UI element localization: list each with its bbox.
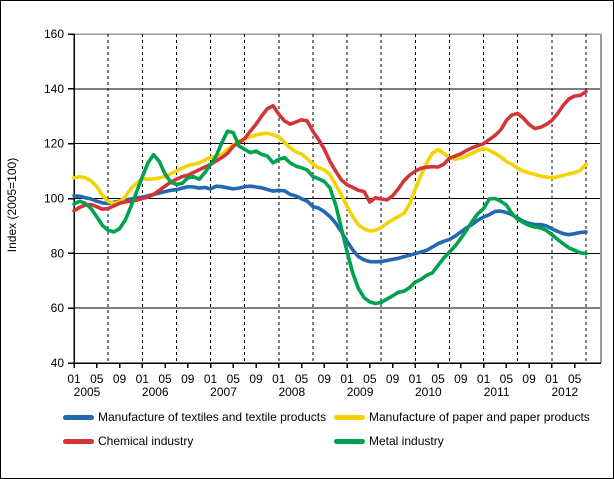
legend-label-chemical: Chemical industry <box>98 434 194 448</box>
x-tick-label: 05 <box>568 372 582 386</box>
x-year-label: 2010 <box>415 385 442 399</box>
legend-item-paper: Manufacture of paper and paper products <box>334 410 590 424</box>
legend-label-textiles: Manufacture of textiles and textile prod… <box>98 410 327 424</box>
x-year-label: 2011 <box>484 385 510 399</box>
x-year-label: 2007 <box>210 385 237 399</box>
x-tick-label: 05 <box>431 372 445 386</box>
y-tick-label: 100 <box>44 192 64 206</box>
x-tick-label: 09 <box>454 372 468 386</box>
legend-label-paper: Manufacture of paper and paper products <box>369 410 590 424</box>
x-year-label: 2005 <box>74 385 101 399</box>
y-tick-label: 160 <box>44 27 64 41</box>
legend-swatch-chemical <box>63 438 94 444</box>
legend-item-textiles: Manufacture of textiles and textile prod… <box>63 410 334 424</box>
x-tick-label: 01 <box>409 372 423 386</box>
x-tick-label: 01 <box>136 372 150 386</box>
x-year-label: 2012 <box>552 385 579 399</box>
x-year-label: 2008 <box>278 385 305 399</box>
x-tick-label: 05 <box>295 372 309 386</box>
x-tick-label: 01 <box>477 372 491 386</box>
series-line-2 <box>72 89 588 213</box>
series-line-0 <box>72 184 588 264</box>
y-tick-label: 60 <box>51 301 65 315</box>
x-tick-label: 01 <box>545 372 559 386</box>
x-tick-label: 01 <box>272 372 286 386</box>
x-tick-label: 01 <box>340 372 354 386</box>
x-year-label: 2006 <box>142 385 169 399</box>
legend-item-chemical: Chemical industry <box>63 434 334 448</box>
y-tick-label: 140 <box>44 82 64 96</box>
x-tick-label: 05 <box>158 372 172 386</box>
y-tick-label: 120 <box>44 137 64 151</box>
x-year-label: 2009 <box>347 385 374 399</box>
x-tick-label: 09 <box>249 372 263 386</box>
y-tick-label: 80 <box>51 246 65 260</box>
x-tick-label: 05 <box>90 372 104 386</box>
legend-label-metal: Metal industry <box>369 434 444 448</box>
x-tick-label: 09 <box>522 372 536 386</box>
y-axis-title: Index (2005=100) <box>5 157 19 253</box>
legend-swatch-paper <box>334 414 365 420</box>
x-tick-label: 09 <box>386 372 400 386</box>
legend-swatch-metal <box>334 438 365 444</box>
legend: Manufacture of textiles and textile prod… <box>63 410 590 448</box>
y-tick-label: 40 <box>51 356 65 370</box>
series-line-3 <box>72 129 588 306</box>
x-tick-label: 01 <box>67 372 81 386</box>
x-tick-label: 09 <box>318 372 332 386</box>
x-tick-label: 01 <box>204 372 218 386</box>
x-tick-label: 09 <box>113 372 127 386</box>
x-tick-label: 05 <box>227 372 241 386</box>
x-tick-label: 05 <box>363 372 377 386</box>
x-tick-label: 05 <box>500 372 514 386</box>
legend-item-metal: Metal industry <box>334 434 590 448</box>
legend-swatch-textiles <box>63 414 94 420</box>
series-line-1 <box>72 131 588 233</box>
x-tick-label: 09 <box>181 372 195 386</box>
